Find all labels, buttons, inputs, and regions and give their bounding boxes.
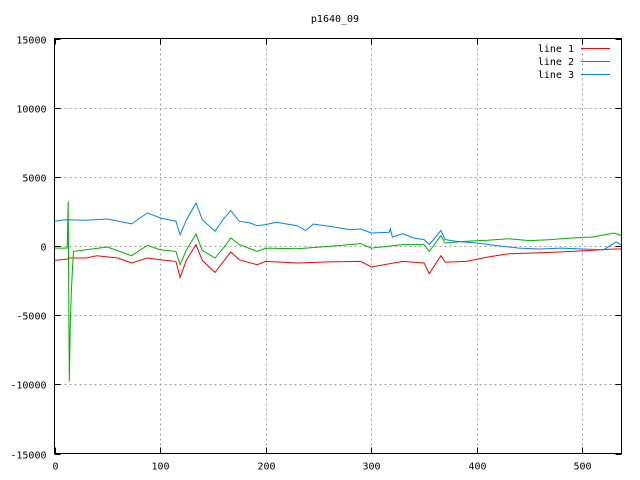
y-tick-label: 10000: [16, 105, 46, 116]
x-tick-label: 400: [468, 462, 486, 473]
series-line-3: [54, 201, 622, 251]
x-tick-label: 300: [362, 462, 380, 473]
chart-title: p1640_09: [311, 14, 359, 25]
y-tick-label: 0: [40, 243, 46, 254]
y-tick-label: -10000: [10, 381, 46, 392]
series-line-2: [54, 201, 622, 382]
grid: [54, 38, 622, 454]
x-tick-label: 100: [151, 462, 169, 473]
legend-label: line 1: [538, 44, 574, 55]
legend-label: line 3: [538, 70, 574, 81]
series-line-1: [54, 243, 622, 280]
series-lines: [54, 201, 622, 382]
legend-label: line 2: [538, 57, 574, 68]
legend: line 1 line 2 line 3: [538, 44, 610, 81]
x-tick-label: 500: [573, 462, 591, 473]
plot-frame: [54, 38, 622, 454]
y-tick-label: -5000: [16, 312, 46, 323]
y-tick-label: 15000: [16, 36, 46, 47]
y-tick-label: -15000: [10, 451, 46, 462]
axis-ticks: -15000 -10000 -5000 0 5000 10000 15000 0 100 200 3…: [10, 36, 622, 473]
x-tick-label: 0: [52, 462, 58, 473]
x-tick-label: 200: [257, 462, 275, 473]
y-tick-label: 5000: [22, 174, 46, 185]
